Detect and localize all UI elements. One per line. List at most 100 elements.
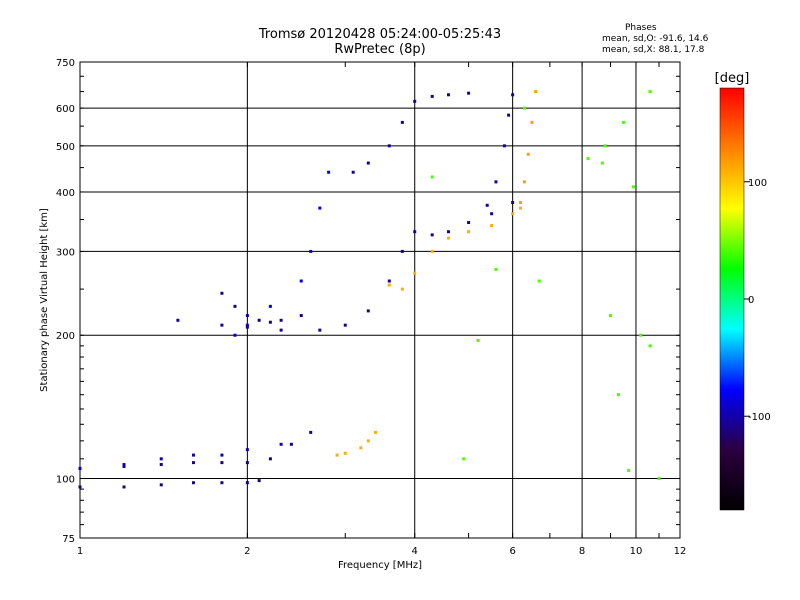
echo-point <box>299 314 303 318</box>
echo-point <box>289 442 293 446</box>
y-tick-label: 300 <box>56 247 75 258</box>
echo-point <box>233 333 237 337</box>
echo-point <box>335 453 339 457</box>
echo-point <box>519 206 523 210</box>
y-tick-label: 400 <box>56 188 75 199</box>
phases-heading: Phases <box>625 23 657 33</box>
colorbar-tick-label: 0 <box>748 295 754 306</box>
echo-point <box>522 106 526 110</box>
colorbar <box>719 87 745 511</box>
x-tick-label: 1 <box>77 546 83 557</box>
echo-point <box>446 230 450 234</box>
echo-point <box>413 99 417 103</box>
x-tick-label: 8 <box>579 546 585 557</box>
echo-point <box>476 338 480 342</box>
echo-point <box>648 90 652 94</box>
echo-point <box>191 481 195 485</box>
echo-point <box>122 464 126 468</box>
echo-point <box>387 279 391 283</box>
echo-point <box>191 461 195 465</box>
echo-point <box>494 267 498 271</box>
y-tick-label: 600 <box>56 104 75 115</box>
echo-point <box>343 323 347 327</box>
colorbar-tick-label: -100 <box>748 412 771 423</box>
echo-point <box>511 93 515 97</box>
echo-point <box>462 457 466 461</box>
echo-point <box>507 113 511 117</box>
x-tick-label: 2 <box>244 546 250 557</box>
echo-point <box>446 93 450 97</box>
echo-point <box>299 279 303 283</box>
colorbar-tick-label: 100 <box>748 178 767 189</box>
phases-x-stats: mean, sd,X: 88.1, 17.8 <box>602 45 705 55</box>
echo-point <box>446 236 450 240</box>
echo-point <box>632 185 636 189</box>
echo-point <box>502 144 506 148</box>
echo-point <box>159 483 163 487</box>
echo-point <box>622 120 626 124</box>
echo-point <box>413 230 417 234</box>
colorbar-label: [deg] <box>715 71 750 86</box>
echo-point <box>257 479 261 483</box>
echo-point <box>191 453 195 457</box>
echo-point <box>430 233 434 237</box>
echo-point <box>627 468 631 472</box>
echo-point <box>343 451 347 455</box>
echo-point <box>511 201 515 205</box>
echo-point <box>279 328 283 332</box>
chart-title: Tromsø 20120428 05:24:00-05:25:43 <box>258 27 502 42</box>
x-axis-label: Frequency [MHz] <box>338 560 422 571</box>
echo-point <box>526 152 530 156</box>
echo-point <box>78 466 82 470</box>
x-tick-label: 6 <box>509 546 515 557</box>
echo-point <box>122 485 126 489</box>
plot-frame <box>79 61 681 539</box>
echo-point <box>366 439 370 443</box>
echo-point <box>245 461 249 465</box>
echo-point <box>530 120 534 124</box>
echo-point <box>159 457 163 461</box>
echo-point <box>245 314 249 318</box>
y-axis-label: Stationary phase Virtual Height [km] <box>39 208 50 392</box>
echo-point <box>600 161 604 165</box>
echo-point <box>373 430 377 434</box>
echo-point <box>430 175 434 179</box>
echo-point <box>494 180 498 184</box>
echo-point <box>245 448 249 452</box>
echo-point <box>387 144 391 148</box>
echo-point <box>233 304 237 308</box>
phases-o-stats: mean, sd,O: -91.6, 14.6 <box>602 34 709 44</box>
echo-point <box>279 318 283 322</box>
echo-point <box>413 271 417 275</box>
echo-point <box>366 161 370 165</box>
echo-point <box>522 180 526 184</box>
echo-point <box>490 224 494 228</box>
echo-point <box>279 442 283 446</box>
echo-point <box>400 287 404 291</box>
echo-point <box>245 325 249 329</box>
echo-point <box>609 314 613 318</box>
echo-point <box>220 453 224 457</box>
echo-point <box>400 120 404 124</box>
x-tick-label: 4 <box>412 546 418 557</box>
y-tick-label: 100 <box>56 475 75 486</box>
echo-point <box>534 90 538 94</box>
echo-point <box>603 144 607 148</box>
echo-point <box>318 328 322 332</box>
x-tick-label: 10 <box>630 546 643 557</box>
x-tick-label: 12 <box>674 546 687 557</box>
echo-point <box>400 249 404 253</box>
echo-point <box>586 157 590 161</box>
echo-point <box>159 463 163 467</box>
echo-point <box>327 170 331 174</box>
echo-point <box>490 212 494 216</box>
echo-point <box>485 203 489 207</box>
echo-point <box>511 212 515 216</box>
echo-point <box>467 91 471 95</box>
echo-point <box>467 221 471 225</box>
echo-point <box>220 481 224 485</box>
echo-point <box>245 323 249 327</box>
echo-point <box>268 457 272 461</box>
echo-point <box>519 201 523 205</box>
